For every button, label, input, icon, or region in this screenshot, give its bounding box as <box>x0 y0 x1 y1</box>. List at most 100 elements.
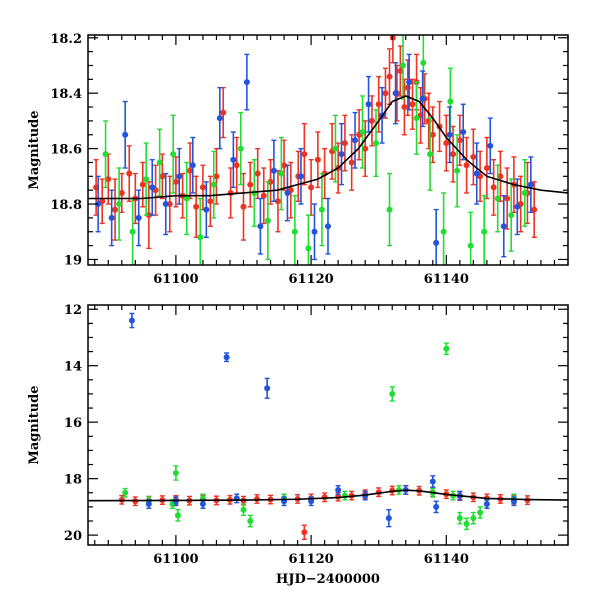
data-point <box>392 90 399 97</box>
data-point <box>193 203 200 210</box>
x-tick-label: 61100 <box>153 272 198 287</box>
plot-area <box>88 35 568 265</box>
data-point <box>456 515 463 522</box>
data-point <box>284 189 291 196</box>
data-point <box>102 151 109 158</box>
data-point <box>373 140 379 147</box>
data-point <box>359 128 366 135</box>
data-point <box>174 512 181 519</box>
data-point <box>257 223 264 230</box>
data-point <box>311 228 318 235</box>
y-tick-label: 18.6 <box>50 143 82 158</box>
data-point <box>460 128 467 135</box>
data-point <box>463 162 470 169</box>
y-tick-label: 20 <box>64 529 82 544</box>
data-point <box>401 104 408 111</box>
data-point <box>420 59 427 66</box>
data-point <box>170 151 177 158</box>
series-0 <box>93 35 538 250</box>
series-1 <box>122 342 517 531</box>
y-tick-label: 18.8 <box>50 198 82 213</box>
data-point <box>325 223 331 230</box>
data-point <box>348 159 355 166</box>
series-2 <box>128 312 517 528</box>
data-point <box>400 62 407 69</box>
data-point <box>122 131 129 138</box>
data-point <box>210 181 217 188</box>
data-point <box>433 239 440 246</box>
data-point <box>409 101 416 108</box>
data-point <box>112 206 119 213</box>
data-point <box>301 529 308 536</box>
data-point <box>297 173 304 180</box>
data-point <box>497 173 504 180</box>
data-point <box>254 495 261 502</box>
data-point <box>433 503 440 510</box>
data-point <box>440 228 447 235</box>
data-point <box>467 242 474 249</box>
data-point <box>291 228 298 235</box>
data-point <box>172 470 179 476</box>
data-point <box>122 489 129 496</box>
data-point <box>230 156 237 163</box>
model-curve <box>88 95 568 200</box>
data-point <box>95 201 102 208</box>
y-tick-label: 18.4 <box>50 87 82 102</box>
data-point <box>129 228 136 235</box>
data-point <box>483 501 490 508</box>
data-point <box>481 228 488 235</box>
data-point <box>143 176 150 183</box>
data-point <box>352 137 359 144</box>
data-point <box>314 156 321 163</box>
data-point <box>237 145 244 152</box>
data-point <box>500 223 507 230</box>
data-point <box>385 515 392 522</box>
data-point <box>187 167 194 174</box>
y-axis-label: Magnitude <box>27 110 42 189</box>
x-tick-label: 61140 <box>424 552 469 567</box>
series-0 <box>118 485 531 541</box>
data-point <box>227 189 234 196</box>
data-point <box>456 137 463 144</box>
data-point <box>487 142 494 149</box>
data-point <box>450 151 457 158</box>
data-point <box>514 203 521 210</box>
data-point <box>172 178 179 185</box>
data-point <box>162 201 169 208</box>
data-point <box>389 35 396 41</box>
data-point <box>243 79 250 86</box>
data-point <box>305 245 312 252</box>
model-curve <box>88 489 568 502</box>
data-point <box>508 212 515 219</box>
data-point <box>220 109 227 116</box>
data-point <box>240 506 247 513</box>
data-point <box>368 117 375 124</box>
data-point <box>118 189 125 196</box>
y-tick-label: 16 <box>64 416 82 431</box>
data-point <box>527 181 534 188</box>
y-tick-label: 12 <box>64 303 82 318</box>
data-point <box>301 151 308 158</box>
data-point <box>338 151 345 158</box>
data-point <box>172 498 179 505</box>
data-point <box>135 214 142 221</box>
data-point <box>490 184 497 191</box>
x-tick-label: 61120 <box>288 272 333 287</box>
series-2 <box>95 53 534 265</box>
x-axis-label: HJD−2400000 <box>276 572 380 587</box>
data-point <box>375 101 382 108</box>
data-point <box>247 518 254 524</box>
plot-area <box>88 312 568 541</box>
y-tick-label: 18 <box>64 473 82 488</box>
data-point <box>365 101 372 108</box>
data-point <box>264 217 271 224</box>
data-point <box>443 345 450 352</box>
x-tick-label: 61100 <box>153 552 198 567</box>
data-point <box>223 354 230 361</box>
data-point <box>397 68 404 75</box>
bottom-light-curve-panel: 61100 61120 61140 12 14 16 18 20 Magnitude HJD−24… <box>27 303 569 587</box>
data-point <box>477 509 484 516</box>
data-point <box>446 131 453 138</box>
data-point <box>470 153 477 160</box>
